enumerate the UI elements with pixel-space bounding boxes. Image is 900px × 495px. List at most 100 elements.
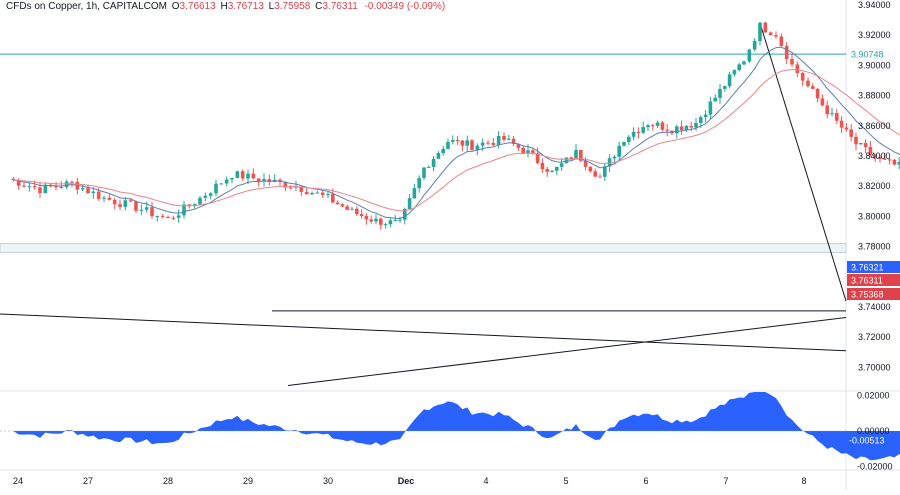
candle-body xyxy=(102,197,106,199)
candle xyxy=(118,199,122,211)
high-label: H xyxy=(220,1,228,12)
candle-body xyxy=(859,142,863,145)
candle-body xyxy=(86,188,90,194)
candle-body xyxy=(422,167,426,178)
candle-body xyxy=(689,126,693,128)
candle-body xyxy=(830,113,834,115)
candle-body xyxy=(752,41,757,50)
candle-body xyxy=(742,61,746,65)
candle-body xyxy=(486,142,490,144)
candle-body xyxy=(379,218,383,225)
price-tick-label: 3.86000 xyxy=(858,121,891,131)
candle xyxy=(27,182,32,192)
candle-body xyxy=(118,204,122,207)
candle-body xyxy=(844,127,849,130)
candle xyxy=(240,169,245,182)
candle-body xyxy=(54,186,58,188)
close-value: 3.76311 xyxy=(322,1,358,12)
candle xyxy=(555,166,559,176)
candle xyxy=(684,124,689,133)
candle xyxy=(166,215,170,219)
candle xyxy=(830,107,834,117)
candle xyxy=(123,197,128,211)
candle-body xyxy=(868,147,873,155)
candle-body xyxy=(388,220,393,225)
candle xyxy=(559,158,564,171)
candle-body xyxy=(246,173,250,179)
last-price-label: 3.76311 xyxy=(851,276,883,286)
time-tick-label: 27 xyxy=(83,476,93,486)
candle xyxy=(431,156,436,172)
candle xyxy=(588,166,593,173)
candle xyxy=(139,204,144,216)
candle xyxy=(849,124,853,142)
candle-body xyxy=(820,98,825,106)
candle-body xyxy=(521,147,525,154)
candle xyxy=(768,31,773,36)
candle-body xyxy=(655,122,660,126)
candle-body xyxy=(569,157,573,160)
candle xyxy=(369,215,373,224)
candle-body xyxy=(598,176,602,178)
candle-body xyxy=(160,216,165,218)
candle-body xyxy=(345,206,349,210)
candle-body xyxy=(340,204,345,207)
candle xyxy=(345,204,349,211)
candle-body xyxy=(747,49,752,62)
candle-body xyxy=(480,142,485,146)
time-tick-label: 4 xyxy=(483,476,488,486)
candle-body xyxy=(369,219,373,222)
candle-body xyxy=(636,131,641,133)
candle xyxy=(288,185,293,190)
candle xyxy=(182,200,186,219)
candle xyxy=(800,72,805,87)
candle xyxy=(535,147,540,165)
candle xyxy=(364,212,369,225)
candle-body xyxy=(897,162,900,165)
candle-body xyxy=(198,197,202,205)
candle-body xyxy=(774,35,778,37)
time-tick-label: 24 xyxy=(13,476,23,486)
chart-header: CFDs on Copper, 1h, CAPITALCOM O3.76613 … xyxy=(6,1,445,12)
candle-body xyxy=(540,162,545,170)
candle-body xyxy=(436,153,441,159)
candle-body xyxy=(192,204,197,206)
candle xyxy=(388,217,393,227)
candle xyxy=(59,181,64,189)
candle xyxy=(815,88,820,103)
candle-body xyxy=(374,218,378,222)
candle xyxy=(355,206,359,216)
candle xyxy=(451,135,455,145)
indicator-last-label: -0.00513 xyxy=(849,436,885,446)
candle xyxy=(825,100,829,119)
candle-body xyxy=(574,149,578,160)
candle xyxy=(150,201,154,219)
close-label: C xyxy=(315,1,323,12)
candle-body xyxy=(331,194,335,203)
candle-body xyxy=(627,136,631,142)
candle-body xyxy=(535,153,540,163)
candle-body xyxy=(465,140,469,146)
candle-body xyxy=(310,193,314,195)
candle-body xyxy=(446,141,450,149)
candle xyxy=(11,177,16,182)
candle xyxy=(187,204,192,209)
candle xyxy=(496,131,501,149)
candle xyxy=(598,173,602,178)
candle-body xyxy=(230,177,234,180)
candle xyxy=(670,130,674,136)
candle xyxy=(359,209,364,219)
candle xyxy=(660,121,665,132)
open-value: 3.76613 xyxy=(179,1,216,12)
candle xyxy=(350,206,354,211)
candle xyxy=(694,118,698,131)
candle xyxy=(335,200,340,205)
candle-body xyxy=(256,178,261,182)
candle xyxy=(758,22,762,46)
candle-body xyxy=(718,88,722,98)
candle-body xyxy=(593,171,597,177)
candle xyxy=(631,127,636,141)
candle xyxy=(134,200,138,214)
candle-body xyxy=(612,156,617,159)
